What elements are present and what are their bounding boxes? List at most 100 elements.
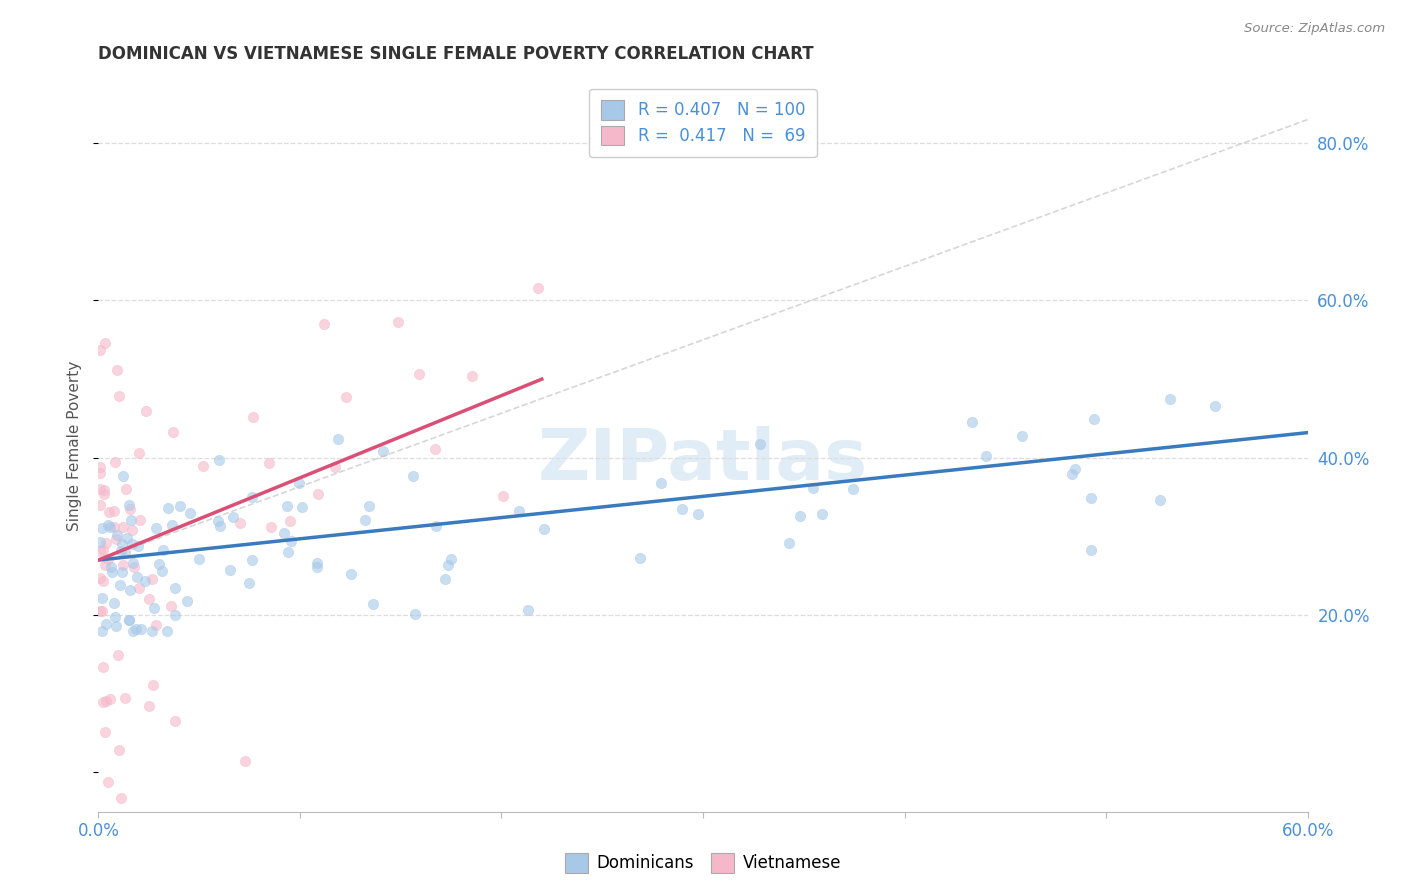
- Point: [122, 560, 145, 574]
- Point: [89, 498, 111, 512]
- Point: [208, 518, 231, 533]
- Point: [89, 343, 111, 358]
- Point: [118, 499, 141, 513]
- Point: [105, 363, 128, 377]
- Point: [91, 660, 114, 674]
- Point: [527, 280, 550, 294]
- Point: [117, 531, 139, 545]
- Point: [273, 525, 295, 540]
- Point: [110, 544, 132, 558]
- Point: [121, 523, 143, 537]
- Point: [127, 570, 149, 584]
- Point: [91, 591, 114, 605]
- Point: [114, 545, 136, 559]
- Point: [492, 489, 515, 503]
- Point: [104, 619, 127, 633]
- Y-axis label: Single Female Poverty: Single Female Poverty: [67, 361, 83, 531]
- Point: [104, 532, 127, 546]
- Point: [307, 559, 329, 574]
- Point: [89, 466, 111, 480]
- Point: [91, 521, 114, 535]
- Point: [354, 513, 377, 527]
- Point: [312, 317, 335, 331]
- Point: [118, 614, 141, 628]
- Point: [89, 571, 111, 585]
- Point: [111, 536, 134, 550]
- Point: [187, 552, 209, 566]
- Point: [1204, 399, 1226, 413]
- Point: [207, 514, 229, 528]
- Point: [960, 416, 983, 430]
- Point: [404, 607, 426, 621]
- Point: [179, 506, 201, 520]
- Point: [671, 502, 693, 516]
- Point: [789, 508, 811, 523]
- Point: [650, 475, 672, 490]
- Point: [110, 791, 132, 805]
- Point: [191, 458, 214, 473]
- Point: [89, 604, 111, 618]
- Point: [1080, 491, 1102, 505]
- Point: [176, 593, 198, 607]
- Point: [242, 410, 264, 425]
- Point: [433, 572, 456, 586]
- Point: [688, 507, 710, 521]
- Point: [94, 617, 117, 632]
- Point: [533, 523, 555, 537]
- Text: DOMINICAN VS VIETNAMESE SINGLE FEMALE POVERTY CORRELATION CHART: DOMINICAN VS VIETNAMESE SINGLE FEMALE PO…: [98, 45, 814, 63]
- Point: [110, 578, 132, 592]
- Point: [233, 754, 256, 768]
- Point: [259, 456, 281, 470]
- Point: [240, 553, 263, 567]
- Point: [810, 507, 832, 521]
- Point: [163, 714, 186, 728]
- Point: [408, 367, 430, 381]
- Point: [517, 603, 540, 617]
- Point: [118, 613, 141, 627]
- Point: [107, 648, 129, 662]
- Point: [104, 610, 127, 624]
- Point: [229, 516, 252, 530]
- Point: [359, 499, 381, 513]
- Point: [508, 503, 530, 517]
- Point: [118, 502, 141, 516]
- Point: [93, 487, 115, 501]
- Point: [148, 558, 170, 572]
- Point: [129, 622, 152, 636]
- Point: [163, 608, 186, 623]
- Point: [280, 533, 302, 548]
- Point: [142, 678, 165, 692]
- Point: [1064, 462, 1087, 476]
- Point: [240, 490, 263, 504]
- Point: [107, 528, 129, 542]
- Point: [89, 544, 111, 558]
- Point: [238, 576, 260, 591]
- Point: [1080, 542, 1102, 557]
- Point: [91, 603, 114, 617]
- Point: [143, 601, 166, 615]
- Point: [103, 596, 125, 610]
- Point: [135, 404, 157, 418]
- Point: [157, 500, 180, 515]
- Point: [138, 698, 160, 713]
- Legend: R = 0.407   N = 100, R =  0.417   N =  69: R = 0.407 N = 100, R = 0.417 N = 69: [589, 88, 817, 157]
- Point: [128, 581, 150, 595]
- Point: [276, 499, 298, 513]
- Text: ZIPatlas: ZIPatlas: [538, 426, 868, 495]
- Point: [436, 558, 458, 572]
- Point: [111, 468, 134, 483]
- Point: [439, 551, 461, 566]
- Point: [114, 691, 136, 706]
- Point: [141, 624, 163, 638]
- Point: [104, 455, 127, 469]
- Point: [1083, 411, 1105, 425]
- Point: [152, 542, 174, 557]
- Point: [111, 558, 134, 572]
- Point: [94, 558, 117, 572]
- Point: [145, 521, 167, 535]
- Point: [461, 368, 484, 383]
- Point: [387, 315, 409, 329]
- Point: [974, 449, 997, 463]
- Point: [425, 519, 447, 533]
- Legend: Dominicans, Vietnamese: Dominicans, Vietnamese: [558, 847, 848, 880]
